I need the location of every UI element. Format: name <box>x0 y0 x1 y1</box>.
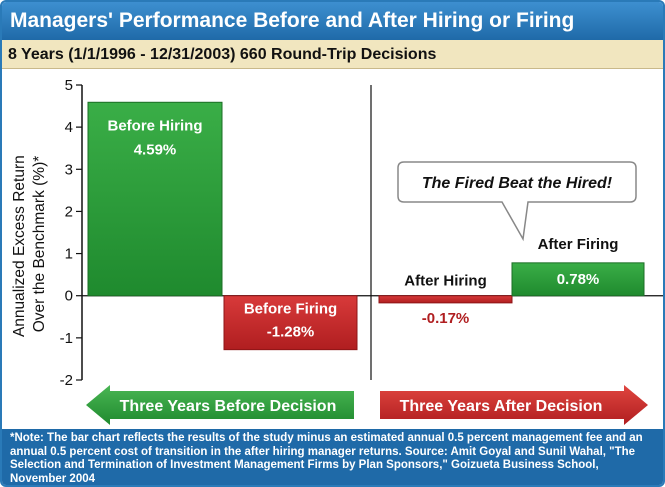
bar-value-label-2: -0.17% <box>422 310 470 327</box>
arrow-after-shape <box>380 385 648 425</box>
callout-bubble <box>397 161 637 242</box>
bar-3 <box>511 262 645 297</box>
bar-value-label-3: 0.78% <box>557 271 600 288</box>
y-axis-title-line-2: Over the Benchmark (%)* <box>31 156 48 333</box>
arrow-before-shape <box>86 385 354 425</box>
bar-1 <box>223 295 358 351</box>
bar-category-label-0: Before Hiring <box>107 117 202 134</box>
y-tick-label: 1 <box>65 246 73 263</box>
chart-subtitle: 8 Years (1/1/1996 - 12/31/2003) 660 Roun… <box>2 40 663 69</box>
y-axis-title: Annualized Excess Return Over the Benchm… <box>11 151 48 337</box>
arrow-after-label: Three Years After Decision <box>400 398 603 415</box>
footnote: *Note: The bar chart reflects the result… <box>2 429 663 485</box>
y-tick-label: 0 <box>65 288 73 305</box>
arrow-before: Three Years Before Decision <box>86 385 354 425</box>
y-tick-label: 5 <box>65 77 73 94</box>
y-tick-label: 2 <box>65 203 73 220</box>
y-tick-label: 3 <box>65 161 73 178</box>
y-tick-label: 4 <box>65 119 73 136</box>
bar-value-label-1: -1.28% <box>267 324 315 341</box>
bar-0 <box>87 101 223 297</box>
bar-labels: Before Hiring 4.59% Before Firing -1.28% Aft… <box>107 117 618 340</box>
chart-title: Managers' Performance Before and After H… <box>2 2 663 40</box>
bar-value-label-0: 4.59% <box>134 141 177 158</box>
y-axis-title-line-1: Annualized Excess Return <box>11 155 28 337</box>
arrow-after: Three Years After Decision <box>380 385 648 425</box>
bars <box>87 101 645 351</box>
callout: The Fired Beat the Hired! <box>397 161 637 242</box>
bar-category-label-1: Before Firing <box>244 301 337 318</box>
y-axis-ticks: -2 -1 0 1 2 3 4 5 <box>60 77 82 389</box>
bar-category-label-3: After Firing <box>538 236 619 253</box>
callout-text: The Fired Beat the Hired! <box>422 175 613 192</box>
bar-2 <box>378 295 513 304</box>
bar-chart: Annualized Excess Return Over the Benchm… <box>11 77 663 425</box>
y-tick-label: -1 <box>60 330 73 347</box>
bar-category-label-2: After Hiring <box>404 273 487 290</box>
y-tick-label: -2 <box>60 372 73 389</box>
arrow-before-label: Three Years Before Decision <box>120 398 337 415</box>
